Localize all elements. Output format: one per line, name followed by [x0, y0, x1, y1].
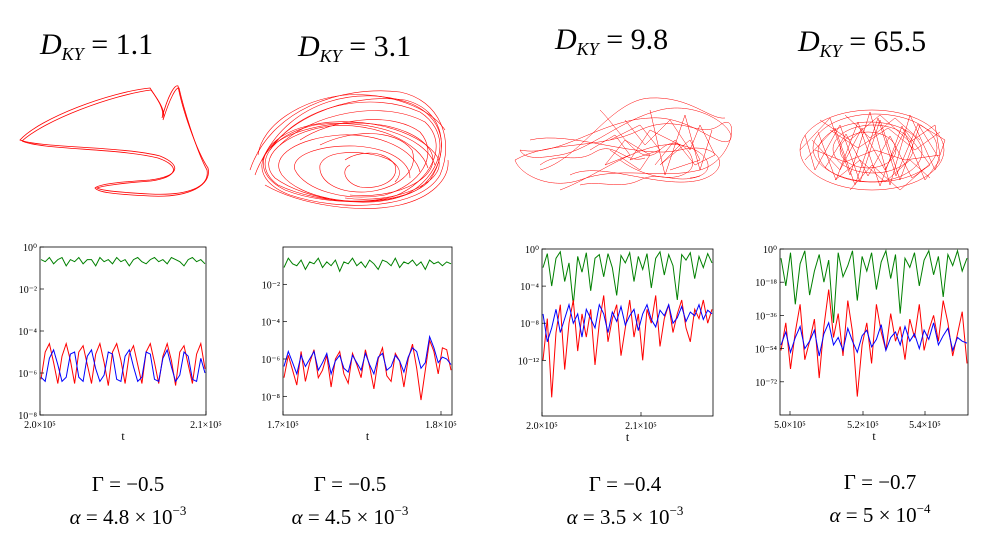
xtick-label: 5.4×10⁵ [909, 420, 941, 431]
ytick-label: 10⁰ [23, 243, 37, 254]
ytick-label: 10⁻¹⁸ [755, 278, 777, 289]
dky-title-2: DKY = 3.1 [298, 30, 412, 66]
plot-frame [779, 248, 969, 416]
xtick-label: 1.7×10⁵ [267, 420, 299, 431]
gamma-1: Γ = −0.5 [91, 472, 165, 496]
ytick-label: 10⁻⁵⁴ [755, 345, 778, 356]
gamma-3: Γ = −0.4 [588, 472, 662, 496]
series-green [40, 256, 206, 267]
ytick-label: 10⁻² [19, 285, 37, 296]
alpha-1: α = 4.8 × 10−3 [69, 503, 187, 529]
xtick-label: 2.1×10⁵ [625, 421, 657, 432]
ytick-label: 10⁻⁸ [261, 392, 280, 403]
alpha-4: α = 5 × 10−4 [829, 501, 931, 527]
series-red [283, 338, 452, 401]
params-2: Γ = −0.5 α = 4.5 × 10−3 [270, 472, 430, 530]
x-axis-label: t [121, 429, 125, 443]
xtick-label: 1.8×10⁵ [425, 420, 457, 431]
dky-value-2: 3.1 [373, 30, 412, 63]
ytick-label: 10⁻⁸ [520, 319, 539, 330]
x-axis-label: t [366, 429, 370, 443]
plot-frame [39, 246, 207, 416]
time-series-chart-2: 10⁻² 10⁻⁴ 10⁻⁶ 10⁻⁸ 1.7×10⁵ 1.8×10⁵ t [261, 246, 457, 443]
ytick-label: 10⁻⁴ [18, 327, 37, 338]
dky-title-3: DKY = 9.8 [555, 23, 669, 59]
dky-value-3: 9.8 [630, 23, 669, 56]
ytick-label: 10⁻³⁶ [755, 311, 777, 322]
series-blue [40, 348, 206, 383]
series-blue [780, 321, 968, 357]
dky-title-1: DKY = 1.1 [40, 28, 154, 64]
gamma-2: Γ = −0.5 [313, 472, 387, 496]
attractor-1 [19, 85, 209, 197]
params-3: Γ = −0.4 α = 3.5 × 10−3 [540, 472, 710, 530]
attractor-3 [514, 97, 732, 191]
xtick-label: 2.0×10⁵ [526, 421, 558, 432]
series-green [283, 257, 452, 273]
ytick-label: 10⁻² [262, 280, 280, 291]
alpha-2: α = 4.5 × 10−3 [291, 503, 409, 529]
time-series-chart-4: 10⁰ 10⁻¹⁸ 10⁻³⁶ 10⁻⁵⁴ 10⁻⁷² 5.0×10⁵ 5.2×10⁵ 5.4… [755, 245, 969, 443]
xtick-label: 2.1×10⁵ [190, 420, 222, 431]
ytick-label: 10⁻⁶ [261, 355, 280, 366]
dky-value-4: 65.5 [873, 25, 927, 58]
alpha-3: α = 3.5 × 10−3 [566, 503, 684, 529]
ytick-label: 10⁻⁶ [18, 369, 37, 380]
series-red [542, 295, 713, 398]
series-blue [542, 302, 713, 342]
dky-value-1: 1.1 [115, 28, 154, 61]
series-green [542, 250, 713, 305]
series-red [780, 289, 968, 397]
series-red [40, 341, 206, 386]
gamma-4: Γ = −0.7 [843, 470, 917, 494]
series-blue [283, 334, 452, 376]
xtick-label: 5.2×10⁵ [847, 420, 879, 431]
ytick-label: 10⁰ [525, 245, 539, 256]
x-axis-label: t [872, 429, 876, 443]
ytick-label: 10⁰ [763, 245, 777, 256]
series-green [780, 248, 968, 323]
ytick-label: 10⁻¹² [518, 356, 539, 367]
attractor-4 [799, 109, 946, 191]
xtick-label: 2.0×10⁵ [24, 420, 56, 431]
plot-frame [541, 248, 714, 417]
x-axis-label: t [626, 430, 630, 444]
ytick-label: 10⁻⁴ [261, 318, 280, 329]
time-series-chart-1: 10⁰ 10⁻² 10⁻⁴ 10⁻⁶ 10⁻⁸2.0×10⁵ 2.1×10⁵ t [18, 243, 222, 443]
ytick-label: 10⁻⁴ [520, 282, 539, 293]
params-4: Γ = −0.7 α = 5 × 10−4 [795, 470, 965, 528]
xtick-label: 5.0×10⁵ [774, 420, 806, 431]
ytick-label: 10⁻⁷² [755, 378, 777, 389]
dky-title-4: DKY = 65.5 [798, 25, 927, 61]
ytick-label: 10⁻⁸ [18, 411, 37, 422]
plot-frame [282, 246, 453, 416]
params-1: Γ = −0.5 α = 4.8 × 10−3 [48, 472, 208, 530]
